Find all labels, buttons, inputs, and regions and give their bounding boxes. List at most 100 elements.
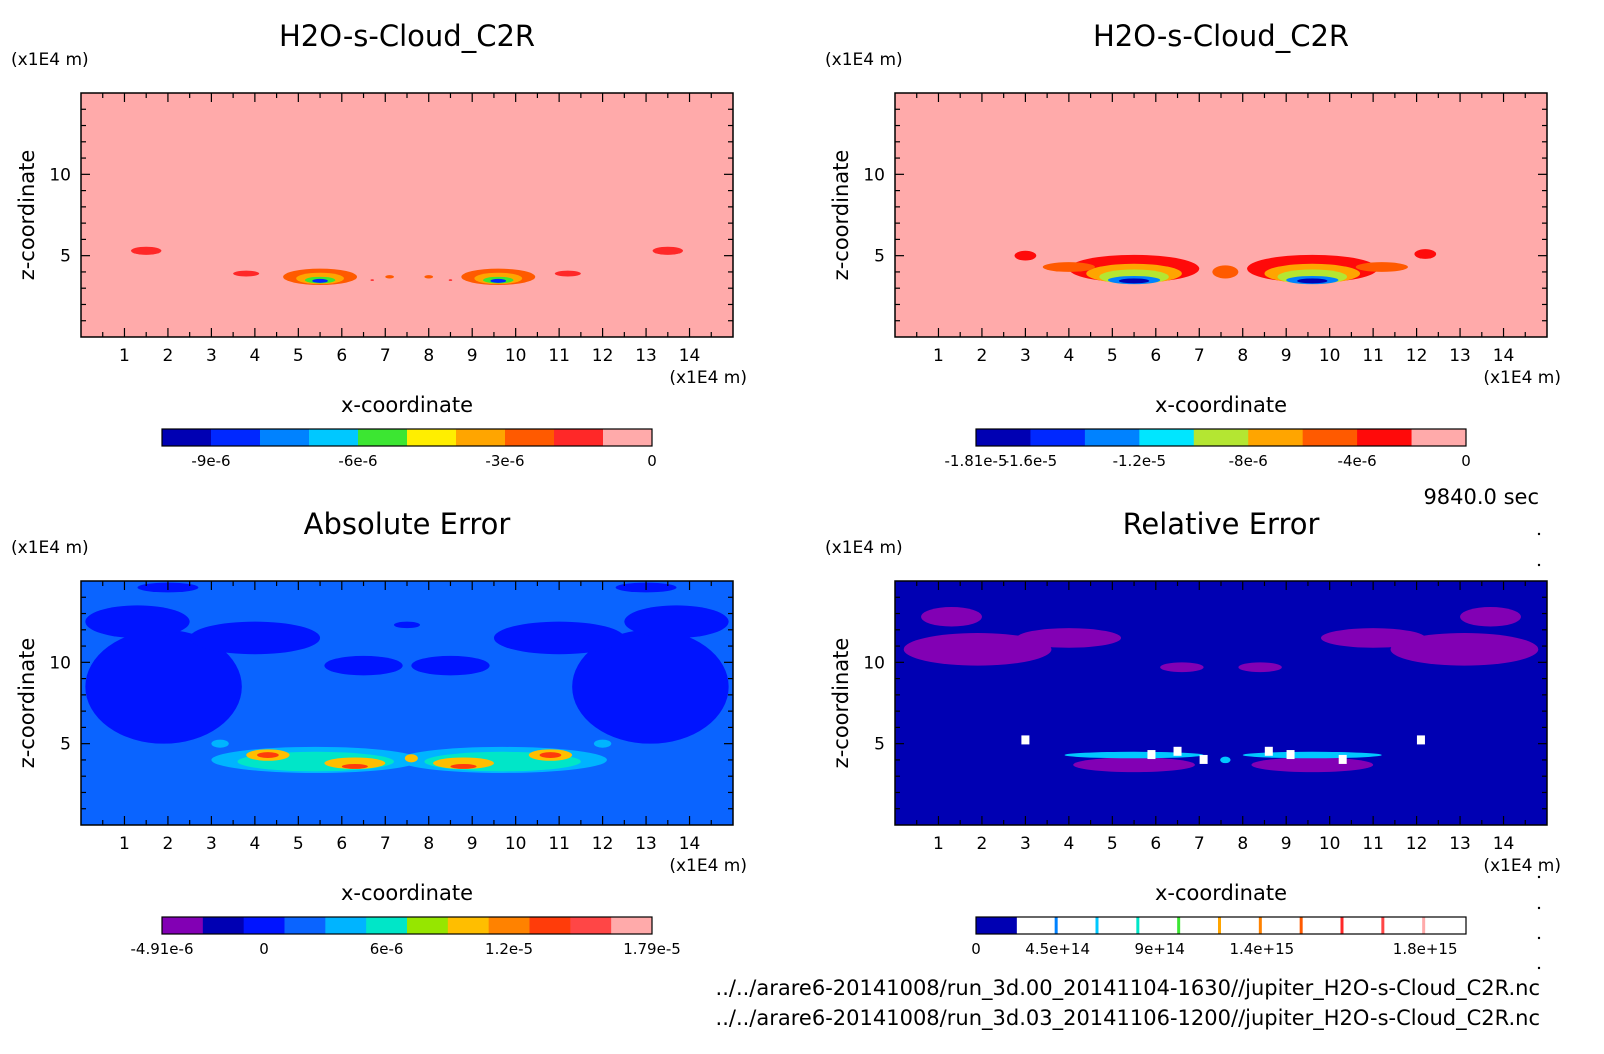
colorbar-stripe [1340,917,1344,934]
x-tick-label: 11 [1362,834,1384,854]
colorbar-label: 4.5e+14 [1025,940,1090,958]
colorbar-stripe [1258,917,1262,934]
colorbar-swatch [1180,917,1222,934]
colorbar-label: 9e+14 [1135,940,1185,958]
x-tick-label: 10 [1319,346,1341,366]
x-tick-label: 7 [1194,834,1205,854]
x-tick-label: 8 [423,346,434,366]
x-axis-label: x-coordinate [1155,393,1287,417]
colorbar-swatch [1084,429,1140,446]
field-region [448,279,453,281]
colorbar-swatch [488,917,530,934]
field-region [1390,633,1539,666]
field-region [404,754,418,763]
x-tick-label: 14 [679,346,701,366]
colorbar-stripe [1095,917,1099,934]
field-region [1064,751,1204,759]
x-tick-label: 3 [206,346,217,366]
y-axis-label: z-coordinate [15,638,39,769]
colorbar-swatch [1343,917,1385,934]
field-region [1199,754,1208,764]
x-tick-label: 12 [1406,834,1428,854]
field-region [1286,750,1295,760]
colorbar-stripe [1177,917,1181,934]
x-tick-label: 7 [380,834,391,854]
colorbar-swatch [1357,429,1413,446]
colorbar-frame [975,916,1467,935]
plot-field [895,581,1547,825]
colorbar-swatch [976,429,1031,446]
colorbar-swatch [1411,429,1467,446]
colorbar-swatch [202,917,245,934]
colorbar-label: -1.81e-5 [945,452,1008,470]
field-region [903,633,1052,666]
colorbar-swatch [1030,429,1086,446]
colorbar-swatch [1425,917,1467,934]
colorbar-swatch [570,917,612,934]
field-region [211,739,229,748]
colorbar-frame [975,428,1467,447]
x-tick-label: 6 [1150,346,1161,366]
colorbar-swatch [1302,429,1358,446]
x-axis-label: x-coordinate [341,881,473,905]
x-tick-label: 6 [1150,834,1161,854]
colorbar-label: 6e-6 [370,940,404,958]
colorbar-label: -1.2e-5 [1113,452,1166,470]
field-region [493,621,625,655]
colorbar-stripe [1054,917,1058,934]
x-tick-label: 13 [635,346,657,366]
x-tick-label: 4 [249,834,260,854]
colorbar-label: 1.8e+15 [1393,940,1458,958]
field-region [1238,662,1282,673]
x-tick-label: 7 [1194,346,1205,366]
y-tick-label: 10 [863,653,885,673]
field-region [1014,250,1037,261]
chart-p3: Absolute Error(x1E4 m)1 2 3 4 5 6 7 8 9 10 11 12 13 1… [11,507,747,958]
colorbar-swatch [1057,917,1099,934]
field-region [1414,249,1437,259]
colorbar-swatch [1193,429,1249,446]
colorbar-swatch [611,917,653,934]
x-tick-label: 1 [119,346,130,366]
x-unit-label: (x1E4 m) [669,368,747,388]
y-tick-label: 5 [60,735,71,755]
field-region [593,739,612,748]
field-region [85,629,242,744]
x-tick-label: 7 [380,346,391,366]
x-tick-label: 10 [505,834,527,854]
x-tick-label: 11 [1362,346,1384,366]
y-unit-label: (x1E4 m) [825,538,903,558]
field-region [1173,746,1182,756]
x-tick-label: 3 [206,834,217,854]
colorbar-label: 0 [971,940,981,958]
colorbar-stripe [1381,917,1385,934]
field-region [1264,746,1273,756]
chart-p2: H2O-s-Cloud_C2R(x1E4 m)1 2 3 4 5 6 7 8 9 10 11 12 13… [825,19,1561,470]
margin-dot [1537,936,1541,940]
x-tick-label: 4 [1063,346,1074,366]
field-region [1220,756,1231,764]
field-region [85,605,190,638]
x-unit-label: (x1E4 m) [1483,368,1561,388]
colorbar-swatch [1098,917,1140,934]
chart-p4: Relative Error(x1E4 m)1 2 3 4 5 6 7 8 9 10 11 12 13 1… [825,507,1561,958]
colorbar-swatch [358,429,408,446]
field-features [1014,249,1437,285]
field-region [411,655,490,676]
field-region [1147,750,1156,760]
colorbar-swatch [1384,917,1426,934]
field-region [1416,735,1425,745]
field-region [233,270,260,277]
colorbar-swatch [211,429,261,446]
colorbar-label: 1.4e+15 [1229,940,1294,958]
margin-dot [1537,875,1541,879]
x-tick-label: 11 [548,346,570,366]
colorbar-swatch [529,917,571,934]
field-features [85,582,729,773]
colorbar-label: 0 [1461,452,1471,470]
colorbar-swatch [162,917,204,934]
colorbar-label: -1.6e-5 [1004,452,1057,470]
field-region [385,275,394,279]
x-tick-label: 4 [249,346,260,366]
